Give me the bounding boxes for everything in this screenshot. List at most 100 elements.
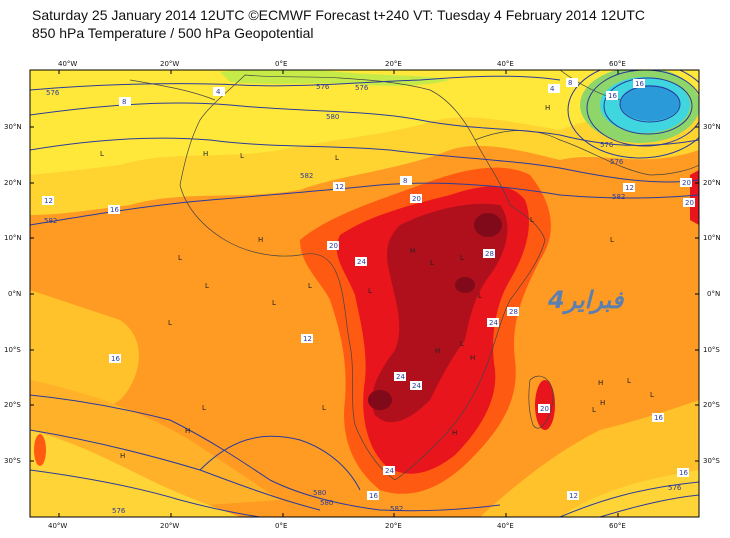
contour-582-mid [30,182,699,226]
lon-top-3: 20°E [385,60,402,68]
pressure-marks: H H H H H H H H H H H L L L L L L L L L … [100,104,654,460]
field-maroon-south [368,390,392,410]
lon-top-4: 40°E [497,60,514,68]
lon-top-5: 60°E [609,60,626,68]
lat-right-2: 10°N [703,234,721,242]
coastlines [129,70,699,481]
geopotential-labels: 576 576 580 576 582 582 576 576 582 580 … [44,83,682,515]
gp-label: 576 [46,89,60,97]
svg-text:20: 20 [682,179,691,187]
svg-text:24: 24 [396,373,405,381]
gp-label: 582 [300,172,313,180]
high-mark: H [600,399,605,407]
lat-right-1: 20°N [703,179,721,187]
lat-right-0: 30°N [703,123,721,131]
lat-left-6: 30°S [4,457,21,465]
field-cold-blue [620,85,680,121]
gp-label: 582 [612,193,625,201]
lat-right-4: 10°S [703,346,720,354]
contour-582-south [30,394,501,512]
temp-label: 16 [677,468,689,477]
svg-text:12: 12 [303,335,312,343]
axis-labels: 40°W 20°W 0°E 20°E 40°E 60°E 40°W 20°W 0… [4,60,721,530]
coast-arabia [474,130,699,176]
lat-left-5: 20°S [4,401,21,409]
contour-low-ring-4 [619,85,681,123]
svg-text:12: 12 [625,184,634,192]
lat-left-4: 10°S [4,346,21,354]
low-mark: L [430,259,434,267]
svg-text:28: 28 [509,308,518,316]
svg-text:16: 16 [111,355,120,363]
high-mark: H [598,379,603,387]
lat-right-6: 30°S [703,457,720,465]
svg-text:20: 20 [412,195,421,203]
svg-text:8: 8 [403,177,407,185]
low-mark: L [168,319,172,327]
svg-text:16: 16 [635,80,644,88]
high-mark: H [435,347,440,355]
lon-bottom-1: 20°W [160,522,179,530]
temperature-labels: 4 8 12 12 16 12 16 8 20 24 28 20 24 24 2… [42,78,695,500]
chart-title: Saturday 25 January 2014 12UTC ©ECMWF Fo… [32,7,645,23]
field-west-redpatch [34,434,46,466]
contour-580-southeast [599,494,699,517]
low-mark: L [650,391,654,399]
low-mark: L [610,236,614,244]
high-mark: H [452,429,457,437]
svg-text:12: 12 [44,197,53,205]
low-mark: L [202,404,206,412]
temp-label: 16 [606,91,618,100]
temp-label: 20 [538,404,550,413]
low-mark: L [205,282,209,290]
temp-label: 24 [355,257,367,266]
lat-left-0: 30°N [4,123,22,131]
svg-text:24: 24 [489,319,498,327]
high-mark: H [258,236,263,244]
temp-label: 4 [213,87,225,96]
chart-subtitle: 850 hPa Temperature / 500 hPa Geopotenti… [32,25,314,41]
temp-label: 16 [633,79,645,88]
svg-text:16: 16 [369,492,378,500]
gp-label: 582 [390,505,403,513]
contour-low-ring-2 [586,70,699,147]
gp-label: 576 [355,84,369,92]
low-mark: L [530,216,534,224]
svg-text:8: 8 [568,79,572,87]
high-mark: H [203,150,208,158]
temp-label: 24 [394,372,406,381]
svg-text:16: 16 [608,92,617,100]
high-mark: H [470,354,475,362]
svg-text:8: 8 [122,98,126,106]
svg-text:20: 20 [540,405,549,413]
gp-label: 582 [44,217,57,225]
watermark-text: 4فبراير [547,286,625,315]
contour-low-ring-3 [603,77,693,135]
field-south-yellow [30,430,240,517]
low-mark: L [627,377,631,385]
temp-label: 24 [383,466,395,475]
svg-text:24: 24 [412,382,421,390]
temp-label: 20 [680,178,692,187]
temp-label: 24 [487,318,499,327]
svg-text:16: 16 [654,414,663,422]
contour-580-south [30,429,321,511]
lon-bottom-2: 0°E [275,522,287,530]
svg-text:20: 20 [685,199,694,207]
temp-label: 28 [507,307,519,316]
svg-text:16: 16 [679,469,688,477]
lon-bottom-5: 60°E [609,522,626,530]
gp-label: 576 [112,507,126,515]
low-mark: L [178,254,182,262]
temp-label: 24 [410,381,422,390]
svg-text:28: 28 [485,250,494,258]
low-mark: L [478,292,482,300]
low-mark: L [592,406,596,414]
temp-label: 12 [301,334,313,343]
lat-left-2: 10°N [4,234,22,242]
temp-label: 12 [333,182,345,191]
contour-582-southeast [559,481,699,517]
temp-label: 12 [567,491,579,500]
lon-top-1: 20°W [160,60,179,68]
lon-top-2: 0°E [275,60,287,68]
